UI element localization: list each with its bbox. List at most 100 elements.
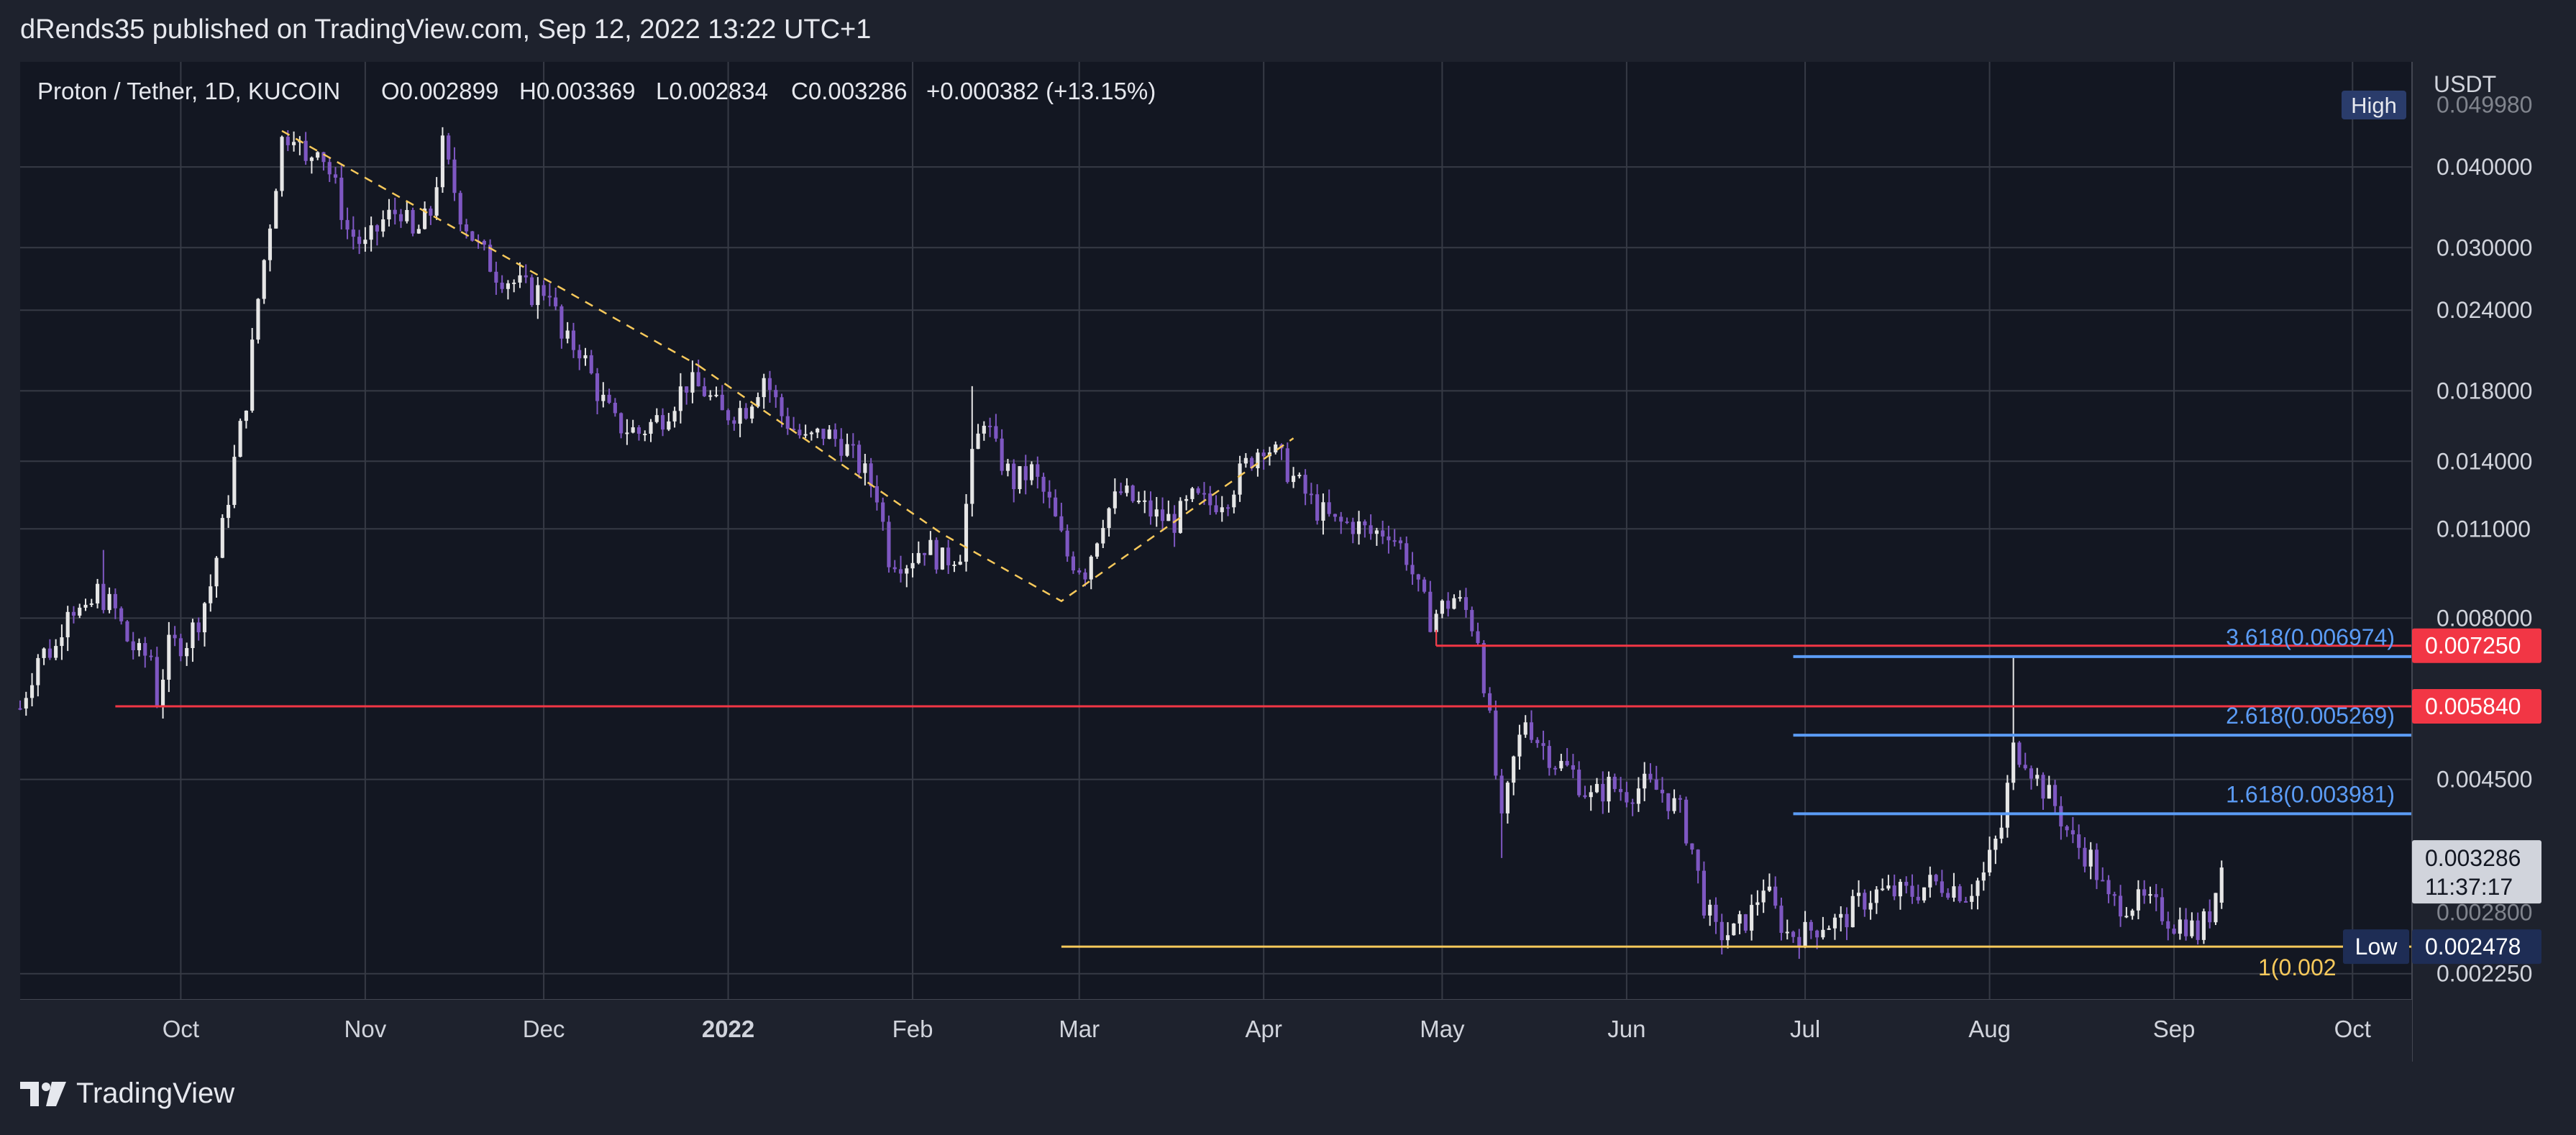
candle-body (1827, 928, 1831, 930)
candle (2178, 907, 2182, 940)
candle-body (2106, 880, 2111, 895)
ohlc-legend: Proton / Tether, 1D, KUCOIN O0.002899 H0… (37, 78, 1156, 104)
candle (803, 424, 808, 439)
candle-body (934, 539, 938, 570)
candle-body (547, 296, 552, 298)
candle (1660, 777, 1665, 803)
candle (1327, 489, 1331, 517)
candle (232, 445, 237, 509)
candle (946, 539, 951, 574)
candle (696, 359, 700, 387)
candle (1428, 580, 1433, 633)
candle (524, 264, 528, 283)
candle (1208, 486, 1212, 515)
candle (18, 700, 22, 711)
candle-body (958, 561, 962, 565)
candle (928, 531, 933, 555)
candle-body (1654, 779, 1658, 790)
candle (1910, 874, 1914, 904)
candle (1274, 441, 1278, 455)
candle (71, 606, 76, 624)
candle-body (1785, 931, 1789, 934)
candle (976, 424, 980, 450)
candle (1601, 771, 1605, 814)
candle (1148, 491, 1153, 525)
candle (905, 565, 909, 588)
candle (1643, 762, 1647, 801)
candle-body (1714, 904, 1718, 922)
candle (423, 201, 427, 230)
candle-body (1952, 886, 1956, 898)
candle-body (952, 565, 956, 567)
candle (1785, 919, 1789, 940)
candle-body (1934, 875, 1938, 882)
candle (2172, 924, 2176, 935)
price-chart[interactable]: 3.618(0.006974) 2.618(0.005269) 1.618(0.00… (0, 0, 2576, 1062)
candle (2154, 884, 2158, 911)
candle (774, 385, 778, 408)
candle-body (309, 158, 314, 161)
candle (339, 165, 344, 230)
candle-body (1625, 792, 1629, 803)
candle (816, 427, 820, 439)
candle-body (1881, 888, 1885, 890)
candle (488, 239, 493, 273)
candle-body (447, 135, 451, 160)
candle-body (101, 583, 106, 611)
candle-body (1238, 463, 1242, 495)
candle (547, 283, 552, 306)
candle (785, 407, 790, 435)
candle-body (1630, 802, 1635, 804)
tradingview-logo-icon (20, 1081, 66, 1106)
candle-body (429, 208, 433, 216)
candle-body (2219, 867, 2224, 903)
candle-body (1303, 475, 1307, 494)
candle (274, 188, 278, 229)
candle (482, 239, 486, 251)
candle (167, 621, 171, 693)
candle-body (83, 604, 88, 608)
candle-body (1274, 445, 1278, 452)
price-badge-label: 0.007250 (2425, 633, 2521, 659)
candle-body (1488, 693, 1492, 711)
candle (1297, 472, 1302, 479)
candle (571, 322, 576, 358)
candle-body (1083, 572, 1087, 580)
candle (1541, 730, 1545, 760)
candle-body (1000, 438, 1004, 471)
time-axis-tick: Jun (1607, 1016, 1645, 1042)
candle (1553, 765, 1558, 775)
candle-body (1256, 452, 1260, 469)
candle (2053, 780, 2057, 815)
candle (738, 401, 742, 437)
candle-body (636, 427, 641, 434)
candle-body (1357, 521, 1361, 534)
candle (1077, 568, 1082, 575)
candle (863, 453, 867, 486)
candle-body (2059, 806, 2063, 826)
candle-body (54, 646, 58, 658)
candle-body (1148, 500, 1153, 517)
candle (1071, 551, 1075, 574)
candle (292, 131, 296, 152)
tradingview-brand[interactable]: TradingView (20, 1077, 234, 1110)
candle-body (690, 372, 695, 393)
candle-body (60, 637, 64, 647)
candle-body (726, 410, 731, 421)
candle-body (131, 641, 135, 651)
candle (874, 475, 879, 511)
candle-body (1607, 776, 1611, 802)
time-axis-tick: Mar (1059, 1016, 1100, 1042)
grid-layer (20, 62, 2412, 1000)
candle (29, 673, 35, 707)
candle-body (1643, 773, 1647, 789)
candle (1928, 866, 1932, 898)
candle (2130, 908, 2134, 920)
candle (107, 587, 111, 614)
candle (1839, 906, 1843, 931)
candle (1256, 448, 1260, 477)
candle (47, 639, 52, 660)
candle-body (1101, 528, 1105, 544)
candle (1571, 754, 1575, 778)
candle-body (785, 416, 790, 429)
